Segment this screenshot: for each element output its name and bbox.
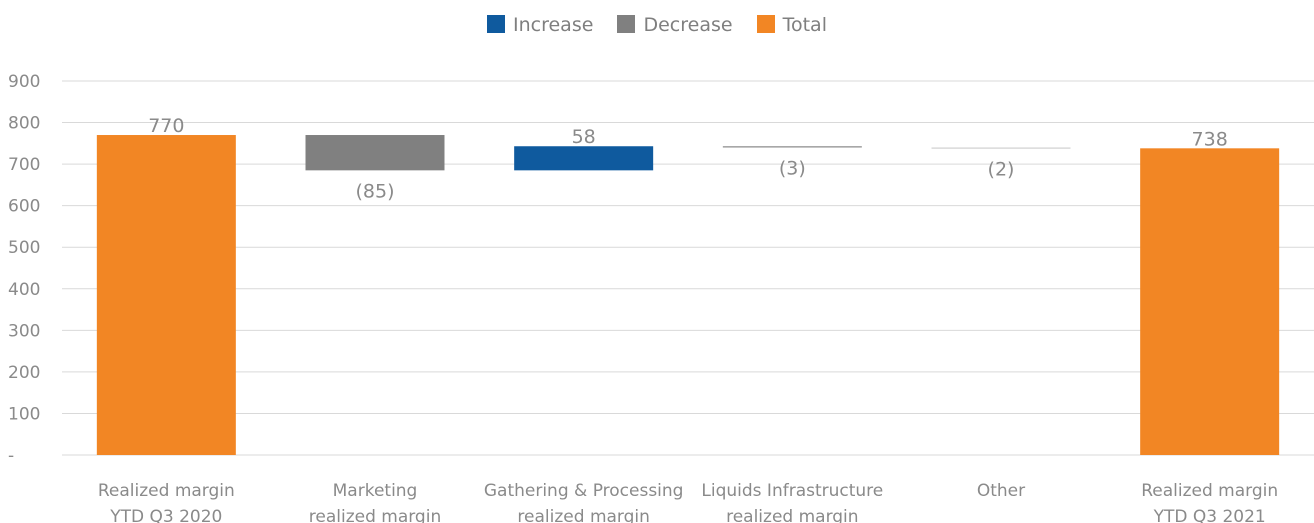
x-tick-label: Gathering & Processing: [484, 481, 684, 501]
bar: [96, 135, 236, 455]
x-tick-label: YTD Q3 2020: [109, 507, 222, 523]
legend-item-increase: Increase: [487, 14, 593, 36]
legend-item-total: Total: [756, 13, 827, 36]
x-tick-label: realized margin: [726, 507, 858, 523]
x-tick-label: Realized margin: [98, 481, 235, 501]
y-tick-label: 900: [8, 72, 40, 92]
legend-item-decrease: Decrease: [617, 13, 733, 36]
bar: [514, 146, 654, 171]
bar: [1140, 148, 1280, 455]
legend-swatch-increase: [487, 14, 505, 33]
y-tick-label: 200: [8, 363, 40, 383]
data-label: 770: [148, 115, 184, 137]
data-label: 58: [572, 126, 596, 148]
y-tick-label: -: [8, 446, 14, 466]
x-tick-label: YTD Q3 2021: [1153, 507, 1266, 523]
y-tick-label: 700: [8, 155, 40, 175]
bar: [931, 147, 1071, 149]
data-label: (3): [779, 157, 806, 179]
chart-legend: Increase Decrease Total: [0, 13, 1314, 36]
x-tick-label: realized margin: [309, 507, 441, 523]
data-label: (2): [988, 158, 1015, 180]
data-label: (85): [355, 180, 394, 202]
y-tick-label: 500: [8, 238, 40, 258]
legend-swatch-total: [756, 14, 775, 33]
legend-label-increase: Increase: [513, 13, 594, 36]
x-tick-label: Realized margin: [1141, 481, 1278, 501]
y-tick-label: 300: [8, 321, 40, 341]
y-tick-label: 400: [8, 280, 40, 300]
data-label: 738: [1192, 128, 1228, 150]
x-tick-label: realized margin: [517, 507, 649, 523]
legend-swatch-decrease: [617, 14, 636, 33]
x-tick-label: Marketing: [333, 481, 418, 501]
x-tick-label: Other: [977, 481, 1025, 501]
y-tick-label: 800: [8, 114, 40, 134]
x-tick-label: Liquids Infrastructure: [701, 481, 883, 501]
y-tick-label: 600: [8, 197, 40, 217]
bar: [722, 146, 862, 148]
legend-label-total: Total: [782, 13, 827, 36]
y-tick-label: 100: [8, 404, 40, 424]
bar: [305, 135, 445, 171]
legend-label-decrease: Decrease: [643, 13, 733, 36]
